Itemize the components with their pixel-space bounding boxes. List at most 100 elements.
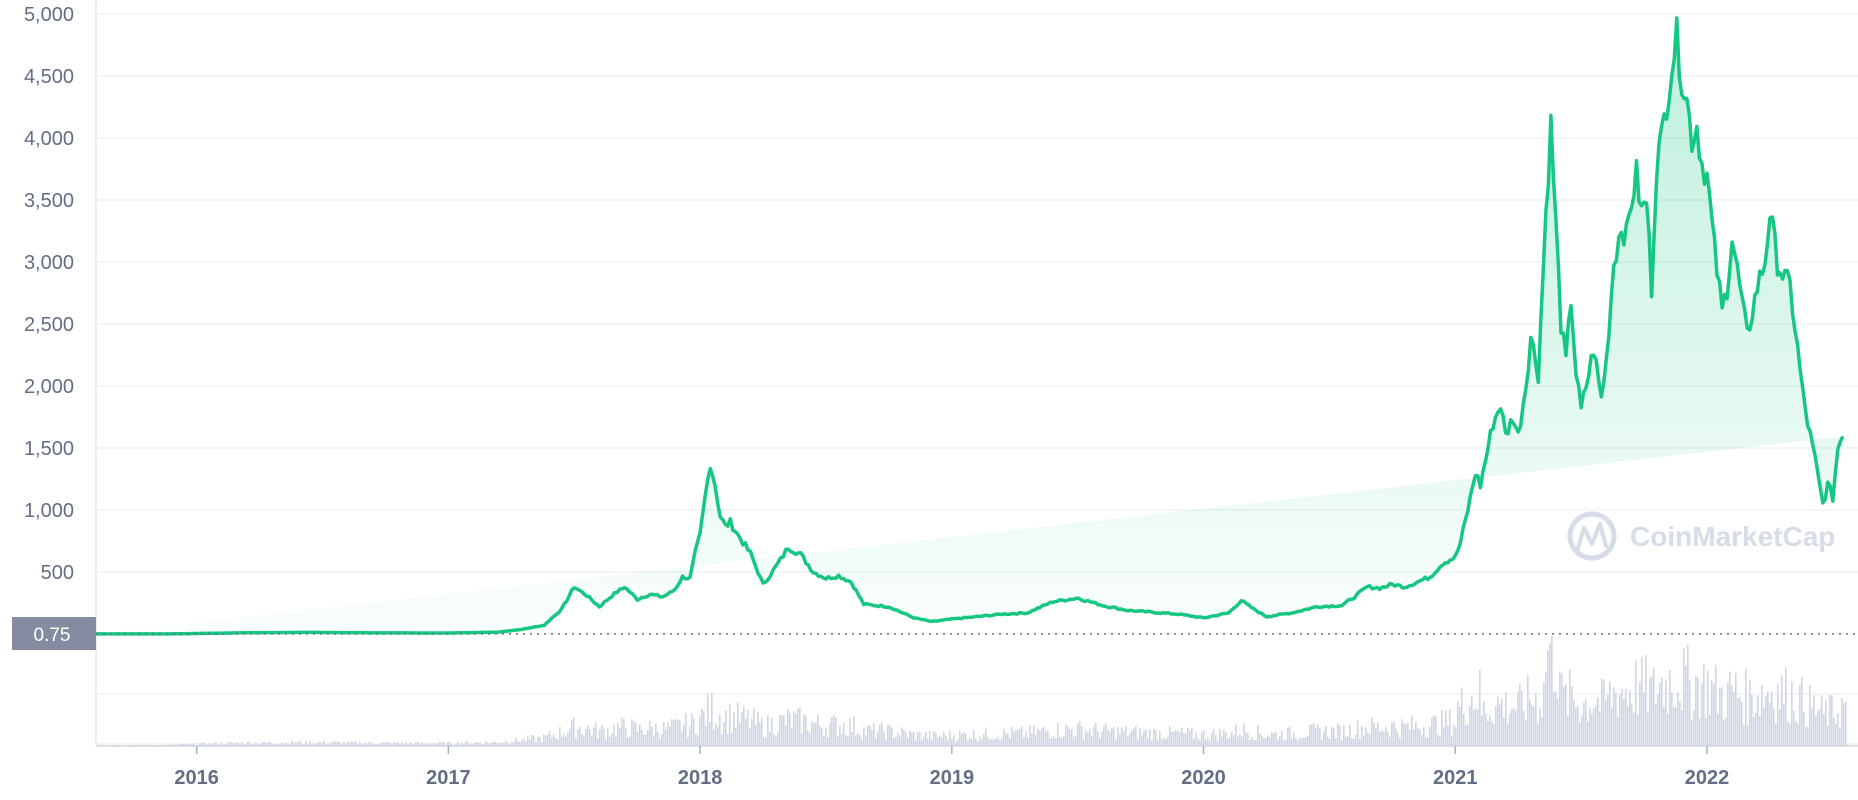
- watermark-text: CoinMarketCap: [1630, 521, 1835, 552]
- volume-bar: [1821, 695, 1823, 746]
- volume-bar: [1213, 729, 1215, 746]
- volume-bar: [1763, 707, 1765, 746]
- volume-bar: [461, 743, 463, 746]
- volume-bar: [1477, 709, 1479, 746]
- volume-bar: [967, 740, 969, 746]
- volume-bar: [1823, 714, 1825, 746]
- volume-bar: [319, 741, 321, 746]
- volume-bar: [289, 743, 291, 746]
- volume-bar: [815, 723, 817, 746]
- volume-bar: [1795, 720, 1797, 746]
- volume-bar: [935, 732, 937, 746]
- volume-bar: [1013, 732, 1015, 746]
- volume-bar: [1153, 728, 1155, 746]
- volume-bar: [259, 743, 261, 746]
- volume-bar: [1815, 715, 1817, 746]
- volume-bar: [429, 743, 431, 746]
- volume-bar: [953, 735, 955, 746]
- volume-bar: [937, 737, 939, 746]
- volume-bar: [781, 714, 783, 746]
- volume-bar: [183, 744, 185, 746]
- volume-bar: [883, 732, 885, 746]
- volume-bar: [447, 742, 449, 746]
- volume-bar: [1463, 713, 1465, 746]
- volume-bar: [873, 722, 875, 746]
- volume-bar: [1825, 700, 1827, 746]
- volume-bar: [299, 741, 301, 746]
- baseline-badge-bg: [12, 617, 96, 650]
- volume-bar: [963, 732, 965, 746]
- volume-bar: [957, 739, 959, 746]
- volume-bar: [735, 727, 737, 746]
- volume-bar: [1629, 690, 1631, 746]
- volume-bar: [1695, 676, 1697, 746]
- volume-bar: [993, 739, 995, 746]
- volume-bar: [801, 733, 803, 746]
- volume-bar: [493, 741, 495, 746]
- volume-bar: [635, 722, 637, 746]
- volume-bar: [369, 741, 371, 746]
- volume-bar: [1835, 724, 1837, 746]
- volume-bar: [603, 728, 605, 746]
- volume-bar: [1591, 713, 1593, 746]
- volume-bar: [1193, 738, 1195, 746]
- volume-bar: [1539, 708, 1541, 746]
- volume-bar: [889, 724, 891, 746]
- volume-bar: [665, 729, 667, 746]
- volume-bar: [1181, 727, 1183, 746]
- volume-bar: [1385, 727, 1387, 746]
- volume-bar: [1221, 736, 1223, 746]
- volume-bar: [797, 708, 799, 746]
- volume-bar: [711, 692, 713, 746]
- volume-bar: [1005, 733, 1007, 746]
- volume-bar: [1627, 706, 1629, 746]
- volume-bar: [943, 731, 945, 746]
- volume-bar: [1429, 726, 1431, 746]
- volume-bar: [965, 733, 967, 746]
- volume-bar: [905, 731, 907, 746]
- baseline-badge-label: 0.75: [34, 625, 71, 646]
- volume-bar: [371, 742, 373, 746]
- volume-bar: [1147, 738, 1149, 746]
- volume-bar: [521, 740, 523, 746]
- volume-bar: [693, 718, 695, 746]
- volume-bar: [519, 742, 521, 746]
- volume-bar: [1357, 720, 1359, 746]
- volume-bar: [1061, 737, 1063, 746]
- volume-bar: [245, 744, 247, 746]
- volume-bar: [895, 736, 897, 746]
- volume-bar: [1761, 685, 1763, 746]
- volume-bar: [1491, 721, 1493, 746]
- volume-bar: [1333, 728, 1335, 746]
- volume-bar: [653, 736, 655, 746]
- volume-bar: [241, 742, 243, 746]
- volume-bar: [1423, 727, 1425, 746]
- volume-bar: [1311, 724, 1313, 746]
- volume-bar: [581, 733, 583, 746]
- volume-bar: [1107, 729, 1109, 746]
- volume-bar: [671, 718, 673, 746]
- volume-bar: [283, 743, 285, 746]
- volume-bar: [341, 744, 343, 746]
- volume-bar: [1621, 688, 1623, 746]
- volume-bar: [911, 732, 913, 746]
- volume-bar: [841, 733, 843, 746]
- volume-bar: [347, 741, 349, 746]
- volume-bar: [1747, 725, 1749, 746]
- volume-bar: [1227, 738, 1229, 746]
- volume-bar: [881, 722, 883, 746]
- volume-bar: [323, 740, 325, 746]
- volume-bar: [279, 743, 281, 746]
- volume-bar: [221, 742, 223, 746]
- volume-bar: [639, 723, 641, 746]
- volume-bar: [557, 739, 559, 746]
- volume-bar: [1633, 712, 1635, 746]
- volume-bar: [1673, 706, 1675, 746]
- volume-bar: [811, 721, 813, 746]
- volume-bar: [1039, 730, 1041, 746]
- volume-bar: [547, 734, 549, 746]
- volume-bar: [1801, 676, 1803, 746]
- volume-bar: [709, 721, 711, 746]
- volume-bar: [441, 742, 443, 746]
- y-axis: 5,000 4,500 4,000 3,500 3,000 2,500 2,000 1,500…: [24, 4, 74, 584]
